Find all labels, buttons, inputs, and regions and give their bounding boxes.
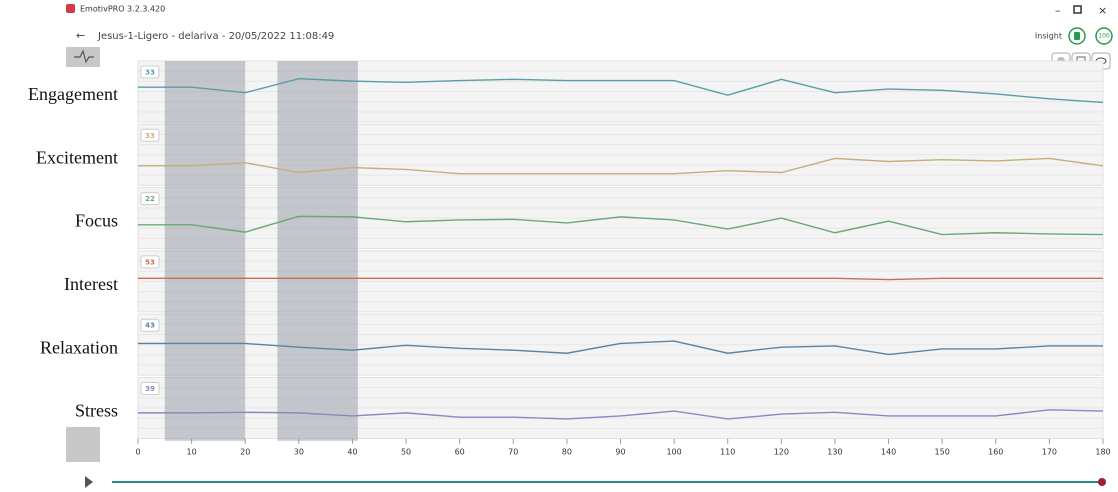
x-tick-label: 20 [240,447,250,456]
battery-icon [1095,27,1113,45]
x-tick-label: 40 [347,447,357,456]
level-badge [140,382,160,395]
level-badge [140,128,160,142]
x-tick-label: 180 [1095,447,1110,456]
series-line [138,157,1104,175]
mode-icon [74,49,94,64]
x-tick-label: 170 [1042,447,1057,456]
side-panel [66,427,100,462]
connection-icon [1068,27,1086,45]
battery-glyph [1074,32,1080,40]
level-badge [140,318,160,332]
series-label: Excitement [36,147,118,167]
back-button[interactable]: ← [76,29,85,42]
level-value: 53 [145,258,155,266]
series-line [138,277,1103,281]
series-label: Relaxation [40,337,118,357]
x-tick-label: 100 [666,447,681,456]
close[interactable]: × [1098,4,1107,17]
battery-level: 100 [1098,33,1110,40]
session-title: Jesus-1-Ligero - delariva - 20/05/2022 1… [97,31,334,42]
x-tick-label: 160 [988,447,1003,456]
play-button[interactable] [85,476,93,488]
level-value: 22 [145,195,155,203]
series-label: Stress [75,401,118,421]
level-value: 33 [145,132,155,140]
x-tick-label: 0 [135,447,140,456]
x-tick-label: 90 [615,447,625,456]
level-badge [140,255,160,269]
series-label: Interest [64,274,118,294]
x-tick-label: 130 [827,447,842,456]
device-name: Insight [1035,32,1062,41]
maximize[interactable] [1073,5,1082,14]
series-label: Engagement [28,84,118,104]
x-tick-label: 150 [935,447,950,456]
x-tick-label: 70 [508,447,518,456]
level-value: 43 [145,322,155,330]
mode-button[interactable] [66,47,100,67]
x-tick-label: 120 [774,447,789,456]
series-label: Focus [75,211,118,231]
x-tick-label: 30 [294,447,304,456]
timeline-cursor[interactable] [1098,478,1106,486]
x-tick-label: 10 [187,447,197,456]
series-line [138,215,1104,236]
series-line [138,77,1104,104]
x-tick-label: 140 [881,447,896,456]
x-tick-label: 60 [455,447,465,456]
highlight [277,61,358,441]
x-tick-label: 80 [562,447,572,456]
level-badge [140,192,160,206]
highlight [164,61,246,441]
level-value: 39 [145,385,155,393]
x-tick-label: 110 [720,447,735,456]
series-line [138,409,1104,420]
app-icon [66,4,75,13]
series-line [138,340,1103,356]
level-badge [140,65,160,79]
x-tick-label: 50 [401,447,411,456]
app-title: EmotivPRO 3.2.3.420 [80,5,165,14]
minimize[interactable]: – [1055,4,1061,17]
level-value: 33 [145,69,155,77]
